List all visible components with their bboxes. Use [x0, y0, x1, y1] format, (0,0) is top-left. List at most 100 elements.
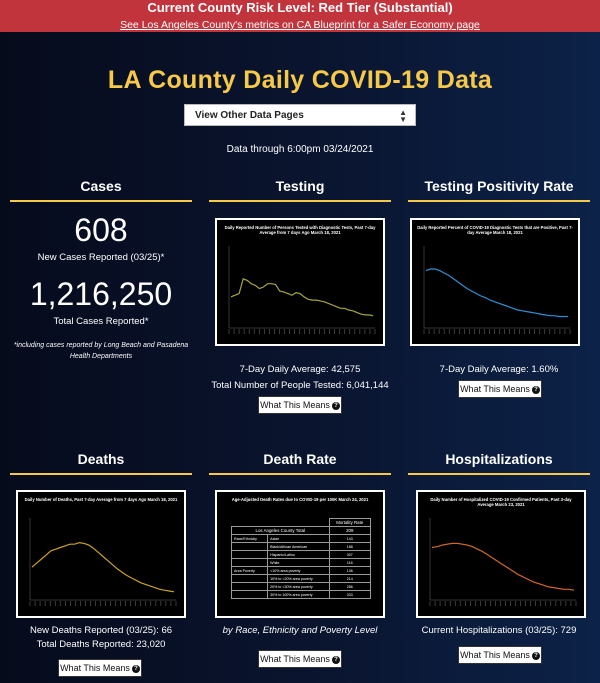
positivity-axes	[423, 246, 570, 329]
risk-level-text: Current County Risk Level: Red Tier (Sub…	[147, 0, 453, 15]
table-cell-group	[230, 542, 269, 551]
risk-banner: Current County Risk Level: Red Tier (Sub…	[0, 0, 600, 32]
table-cell-value: 286	[328, 582, 371, 591]
table-cell-label: <10% area poverty	[267, 566, 330, 575]
deaths-header-label: Deaths	[77, 451, 125, 467]
table-row: Mortality Rate	[232, 518, 371, 527]
table-cell-group	[230, 558, 269, 567]
hospitalizations-chart-plot	[429, 518, 577, 606]
positivity-header-underline	[408, 200, 590, 202]
table-cell-value: 333	[328, 590, 371, 599]
table-cell-label: Asian	[267, 534, 330, 543]
total-deaths: Total Deaths Reported: 23,020	[36, 639, 166, 650]
table-row: Hispanic/Latino 307	[230, 550, 371, 559]
select-arrows-icon: ▲ ▼	[399, 108, 407, 124]
table-row: Race/Ethnicity Asian 143	[230, 534, 371, 543]
cases-footnote: *including cases reported by Long Beach …	[13, 342, 189, 360]
table-row: Los Angeles County Total 209	[231, 526, 371, 535]
question-icon: ?	[331, 401, 340, 410]
table-cell-group: Race/Ethnicity	[230, 534, 269, 543]
table-cell-label: 30% to 100% area poverty	[267, 590, 330, 599]
testing-what-this-means-button[interactable]: What This Means?	[258, 396, 342, 414]
table-total-value: 209	[328, 526, 371, 535]
death-rate-table-body: Race/Ethnicity Asian 143 Black/African Amer…	[230, 534, 371, 599]
data-pages-select[interactable]: View Other Data Pages ▲ ▼	[184, 104, 416, 126]
table-cell-value: 214	[328, 574, 371, 583]
hospitalizations-header-label: Hospitalizations	[445, 451, 553, 467]
death-rate-chart[interactable]: Age-Adjusted Death Rates due to COVID-19…	[215, 490, 385, 618]
deaths-header-underline	[10, 473, 192, 475]
testing-header: Testing	[209, 178, 391, 202]
positivity-avg: 7-Day Daily Average: 1.60%	[439, 364, 559, 375]
testing-series-line	[230, 277, 374, 317]
positivity-btn-label: What This Means	[460, 384, 530, 394]
total-cases-value: 1,216,250	[29, 276, 173, 312]
table-cell-group	[230, 590, 269, 599]
deaths-header: Deaths	[10, 451, 192, 475]
select-value: View Other Data Pages	[195, 110, 304, 121]
question-icon: ?	[531, 385, 540, 394]
positivity-header-label: Testing Positivity Rate	[424, 178, 574, 194]
death-rate-header-underline	[209, 473, 391, 475]
testing-chart[interactable]: Daily Reported Number of Persons Tested …	[215, 218, 385, 346]
table-cell-group	[230, 550, 269, 559]
table-cell-label: Hispanic/Latino	[267, 550, 330, 559]
new-deaths: New Deaths Reported (03/25): 66	[29, 625, 173, 636]
cases-header: Cases	[10, 178, 192, 202]
new-cases-value: 608	[74, 212, 128, 248]
table-cell-label: 10% to <20% area poverty	[267, 574, 330, 583]
question-icon: ?	[131, 664, 140, 673]
total-cases-label: Total Cases Reported*	[53, 316, 149, 327]
testing-axes	[228, 246, 375, 329]
cases-header-label: Cases	[80, 178, 122, 194]
testing-chart-title: Daily Reported Number of Persons Tested …	[224, 225, 376, 235]
table-col-header: Mortality Rate	[328, 518, 371, 527]
testing-total: Total Number of People Tested: 6,041,144	[211, 380, 389, 391]
deaths-chart-plot	[29, 518, 177, 606]
table-cell-value: 143	[328, 534, 371, 543]
hospitalizations-chart[interactable]: Daily Number of Hospitalized COVID-19 Co…	[416, 490, 586, 618]
positivity-chart-plot	[423, 246, 571, 334]
table-cell-label: 20% to <30% area poverty	[267, 582, 330, 591]
blueprint-link[interactable]: See Los Angeles County's metrics on CA B…	[120, 19, 480, 31]
death-rate-table: Mortality Rate Los Angeles County Total …	[230, 518, 371, 599]
table-cell-value: 118	[328, 558, 371, 567]
deaths-btn-label: What This Means	[60, 663, 130, 673]
death-rate-caption: by Race, Ethnicity and Poverty Level	[222, 625, 378, 636]
table-row: White 118	[230, 558, 371, 567]
testing-header-label: Testing	[275, 178, 325, 194]
new-cases-label: New Cases Reported (03/25)*	[37, 252, 165, 263]
testing-header-underline	[209, 200, 391, 202]
data-through-text: Data through 6:00pm 03/24/2021	[226, 144, 374, 155]
positivity-chart[interactable]: Daily Reported Percent of COVID-19 Diagn…	[410, 218, 580, 346]
death-rate-header: Death Rate	[209, 451, 391, 475]
deaths-what-this-means-button[interactable]: What This Means?	[58, 659, 142, 677]
table-cell-group	[230, 574, 269, 583]
death-rate-header-label: Death Rate	[263, 451, 337, 467]
current-hospitalizations: Current Hospitalizations (03/25): 729	[421, 625, 577, 636]
hospitalizations-what-this-means-button[interactable]: What This Means?	[458, 646, 542, 664]
hospitalizations-chart-title: Daily Number of Hospitalized COVID-19 Co…	[430, 497, 572, 507]
deaths-series-line	[31, 541, 175, 593]
hospitalizations-header: Hospitalizations	[408, 451, 590, 475]
table-cell-group: Area Poverty	[230, 566, 269, 575]
table-cell-value: 307	[328, 550, 371, 559]
death-rate-btn-label: What This Means	[260, 654, 330, 664]
deaths-axes	[29, 518, 176, 601]
death-rate-what-this-means-button[interactable]: What This Means?	[258, 650, 342, 668]
table-cell-group	[230, 582, 269, 591]
testing-avg: 7-Day Daily Average: 42,575	[239, 364, 361, 375]
hospitalizations-axes	[429, 518, 576, 601]
table-row: 10% to <20% area poverty 214	[230, 574, 371, 583]
cases-header-underline	[10, 200, 192, 202]
table-row: Area Poverty <10% area poverty 136	[230, 566, 371, 575]
death-rate-chart-title: Age-Adjusted Death Rates due to COVID-19…	[231, 497, 369, 502]
table-cell-label: Black/African American	[267, 542, 330, 551]
page-title: LA County Daily COVID-19 Data	[107, 66, 493, 94]
hospitalizations-btn-label: What This Means	[460, 650, 530, 660]
table-total-label: Los Angeles County Total	[231, 526, 330, 535]
hospitalizations-series-line	[431, 542, 575, 591]
testing-chart-plot	[228, 246, 376, 334]
positivity-what-this-means-button[interactable]: What This Means?	[458, 380, 542, 398]
deaths-chart[interactable]: Daily Number of Deaths, Past 7-day Avera…	[16, 490, 186, 618]
